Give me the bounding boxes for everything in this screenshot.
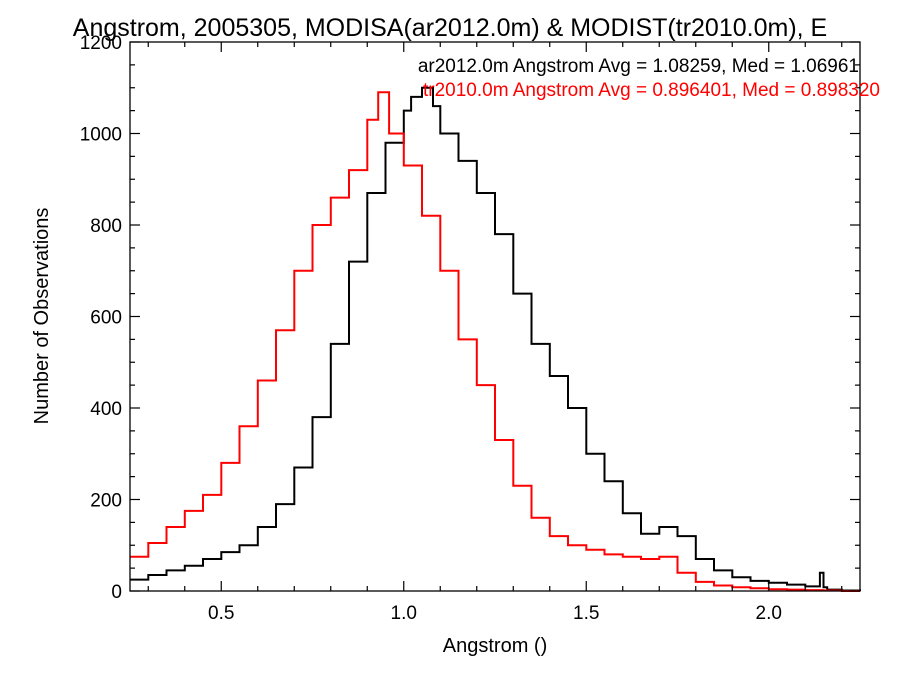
x-tick-label: 1.5	[573, 603, 599, 624]
y-tick-label: 1200	[80, 33, 122, 54]
y-tick-label: 400	[90, 399, 122, 420]
x-axis-label: Angstrom ()	[443, 635, 547, 657]
y-tick-label: 800	[90, 216, 122, 237]
y-tick-label: 600	[90, 308, 122, 329]
x-tick-label: 0.5	[208, 603, 234, 624]
x-tick-label: 1.0	[391, 603, 417, 624]
chart-title: Angstrom, 2005305, MODISA(ar2012.0m) & M…	[73, 14, 827, 42]
y-tick-label: 200	[90, 491, 122, 512]
y-tick-label: 1000	[80, 125, 122, 146]
y-axis-label: Number of Observations	[31, 208, 53, 425]
ticks-layer: 0.5 1.0 1.5 2.0 0 200 400 600 800 1000 1200	[80, 33, 860, 624]
y-tick-label: 0	[111, 582, 122, 603]
x-tick-label: 2.0	[756, 603, 782, 624]
annotation-ar2012-stats: ar2012.0m Angstrom Avg = 1.08259, Med = …	[418, 56, 859, 77]
annotation-tr2010-stats: tr2010.0m Angstrom Avg = 0.896401, Med =…	[423, 80, 880, 101]
